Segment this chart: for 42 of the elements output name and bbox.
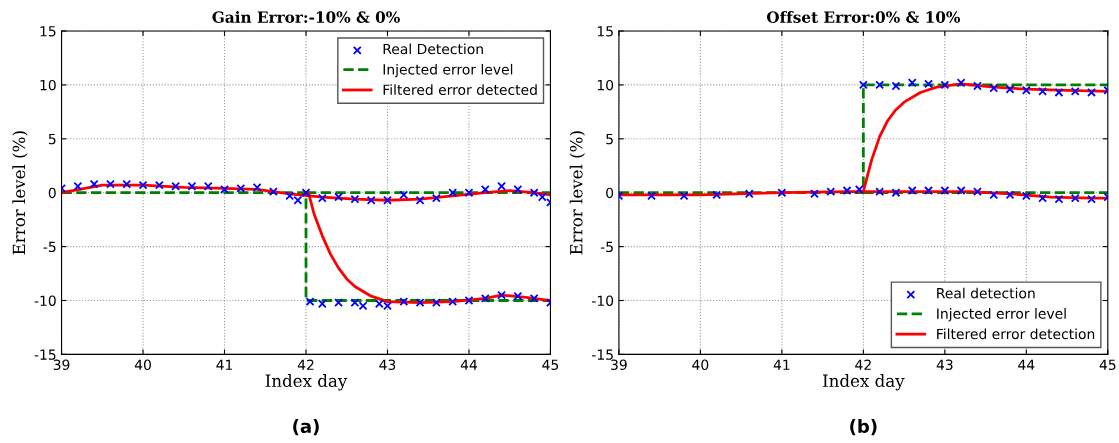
x-tick-label: 41 <box>216 359 233 370</box>
x-tick-label: 39 <box>611 359 627 371</box>
x-tick-label: 44 <box>460 359 478 370</box>
y-tick-label: 10 <box>597 79 614 91</box>
x-tick-label: 41 <box>773 359 790 370</box>
y-axis-title: Error level (%) <box>569 131 585 255</box>
y-tick-label: 0 <box>48 187 56 199</box>
x-axis-title: Index day <box>822 374 905 391</box>
legend-label: Injected error level <box>383 63 513 78</box>
x-tick-label: 43 <box>936 359 953 371</box>
text: (a) <box>293 419 319 436</box>
legend-label: Filtered error detection <box>937 328 1095 340</box>
chart-title: Gain Error:-10% & 0% <box>212 11 400 23</box>
y-tick-label: -5 <box>600 241 613 253</box>
legend-label: Real Detection <box>383 43 483 55</box>
x-tick-label: 43 <box>379 359 396 371</box>
x-tick-label: 42 <box>297 359 314 370</box>
x-tick-label: 40 <box>692 359 709 371</box>
x-tick-label: 39 <box>53 359 70 371</box>
y-axis-title: Error level (%) <box>12 131 28 255</box>
y-tick-label: -15 <box>34 349 56 360</box>
y-tick-label: 15 <box>40 26 56 37</box>
y-tick-label: 5 <box>606 133 613 145</box>
chart-title: Offset Error:0% & 10% <box>766 11 961 23</box>
y-tick-label: 5 <box>48 133 56 145</box>
x-tick-label: 42 <box>855 359 871 370</box>
y-tick-label: -10 <box>592 295 614 306</box>
x-tick-label: 40 <box>134 359 151 371</box>
y-tick-label: 15 <box>597 26 613 37</box>
legend-label: Filtered error detected <box>383 84 537 96</box>
y-tick-label: 10 <box>40 79 56 91</box>
y-tick-label: 0 <box>606 187 614 199</box>
y-tick-label: -10 <box>34 295 56 306</box>
text: (b) <box>850 419 877 436</box>
x-tick-label: 45 <box>1099 359 1116 371</box>
y-tick-label: -15 <box>592 349 613 360</box>
x-tick-label: 45 <box>542 359 559 371</box>
legend-label: Injected error level <box>937 308 1066 322</box>
x-axis-title: Index day <box>265 374 348 391</box>
legend-label: Real detection <box>937 287 1035 299</box>
y-tick-label: -5 <box>43 241 56 253</box>
x-tick-label: 44 <box>1018 359 1035 370</box>
